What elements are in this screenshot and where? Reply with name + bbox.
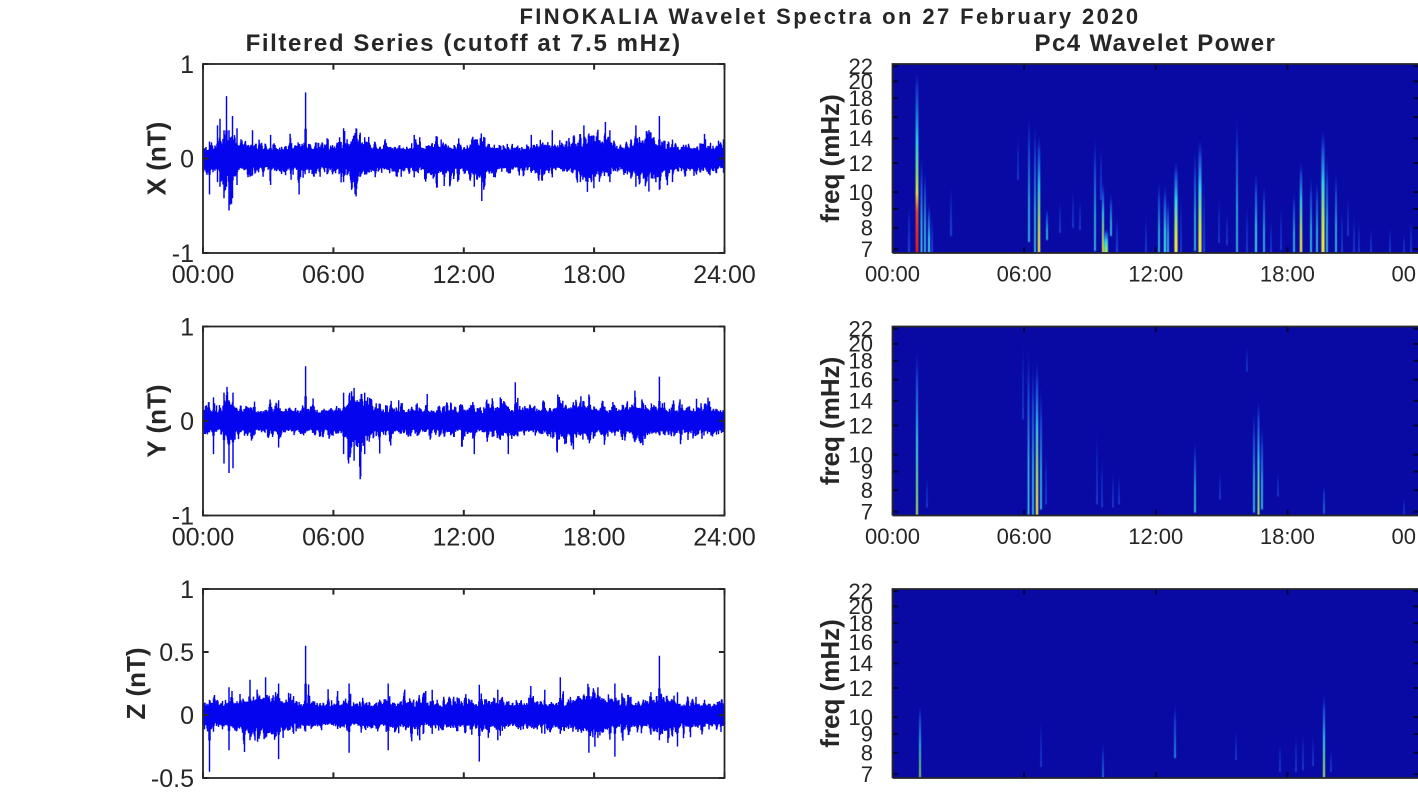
svg-text:18:00: 18:00 bbox=[563, 523, 626, 551]
svg-text:0.5: 0.5 bbox=[159, 639, 194, 667]
svg-text:12:00: 12:00 bbox=[1128, 262, 1183, 287]
svg-text:0: 0 bbox=[180, 145, 194, 173]
svg-text:14: 14 bbox=[849, 651, 873, 676]
svg-text:12:00: 12:00 bbox=[1128, 524, 1183, 549]
svg-text:06:00: 06:00 bbox=[302, 261, 365, 289]
svg-text:18:00: 18:00 bbox=[1260, 524, 1315, 549]
svg-text:12:00: 12:00 bbox=[432, 523, 495, 551]
svg-text:06:00: 06:00 bbox=[997, 262, 1052, 287]
svg-text:06:00: 06:00 bbox=[997, 524, 1052, 549]
svg-text:00:00: 00:00 bbox=[865, 262, 920, 287]
svg-text:0: 0 bbox=[180, 408, 194, 436]
svg-text:freq (mHz): freq (mHz) bbox=[815, 619, 845, 748]
svg-text:00:00: 00:00 bbox=[172, 523, 235, 551]
svg-text:FINOKALIA Wavelet Spectra on 2: FINOKALIA Wavelet Spectra on 27 February… bbox=[519, 4, 1140, 29]
svg-text:0: 0 bbox=[180, 702, 194, 730]
svg-text:00:00: 00:00 bbox=[172, 261, 235, 289]
svg-text:7: 7 bbox=[861, 237, 873, 262]
svg-text:Filtered Series (cutoff at 7.5: Filtered Series (cutoff at 7.5 mHz) bbox=[246, 30, 682, 57]
svg-text:1: 1 bbox=[180, 51, 194, 79]
svg-text:7: 7 bbox=[861, 499, 873, 524]
svg-text:7: 7 bbox=[861, 762, 873, 787]
svg-text:12: 12 bbox=[849, 151, 873, 176]
svg-text:10: 10 bbox=[849, 442, 873, 467]
svg-text:22: 22 bbox=[849, 316, 873, 341]
svg-text:12:00: 12:00 bbox=[432, 261, 495, 289]
svg-text:freq (mHz): freq (mHz) bbox=[815, 94, 845, 223]
svg-text:24:00: 24:00 bbox=[693, 261, 756, 289]
svg-text:X (nT): X (nT) bbox=[142, 122, 172, 196]
svg-text:10: 10 bbox=[849, 180, 873, 205]
svg-text:18:00: 18:00 bbox=[1260, 262, 1315, 287]
svg-text:freq (mHz): freq (mHz) bbox=[815, 357, 845, 486]
svg-text:06:00: 06:00 bbox=[302, 523, 365, 551]
svg-text:12: 12 bbox=[849, 676, 873, 701]
svg-text:22: 22 bbox=[849, 579, 873, 604]
svg-text:10: 10 bbox=[849, 705, 873, 730]
svg-text:24:00: 24:00 bbox=[693, 523, 756, 551]
svg-text:Y (nT): Y (nT) bbox=[142, 384, 172, 457]
svg-text:14: 14 bbox=[849, 126, 873, 151]
svg-text:Z (nT): Z (nT) bbox=[121, 647, 151, 719]
svg-text:18:00: 18:00 bbox=[563, 261, 626, 289]
svg-text:Pc4 Wavelet Power: Pc4 Wavelet Power bbox=[1035, 30, 1277, 57]
svg-text:12: 12 bbox=[849, 413, 873, 438]
svg-text:00:00: 00:00 bbox=[865, 524, 920, 549]
svg-text:22: 22 bbox=[849, 54, 873, 79]
svg-text:1: 1 bbox=[180, 313, 194, 341]
svg-text:14: 14 bbox=[849, 389, 873, 414]
svg-text:00:00: 00:00 bbox=[1391, 262, 1418, 287]
svg-text:1: 1 bbox=[180, 576, 194, 604]
svg-text:-0.5: -0.5 bbox=[151, 765, 194, 788]
svg-text:00:00: 00:00 bbox=[1391, 524, 1418, 549]
